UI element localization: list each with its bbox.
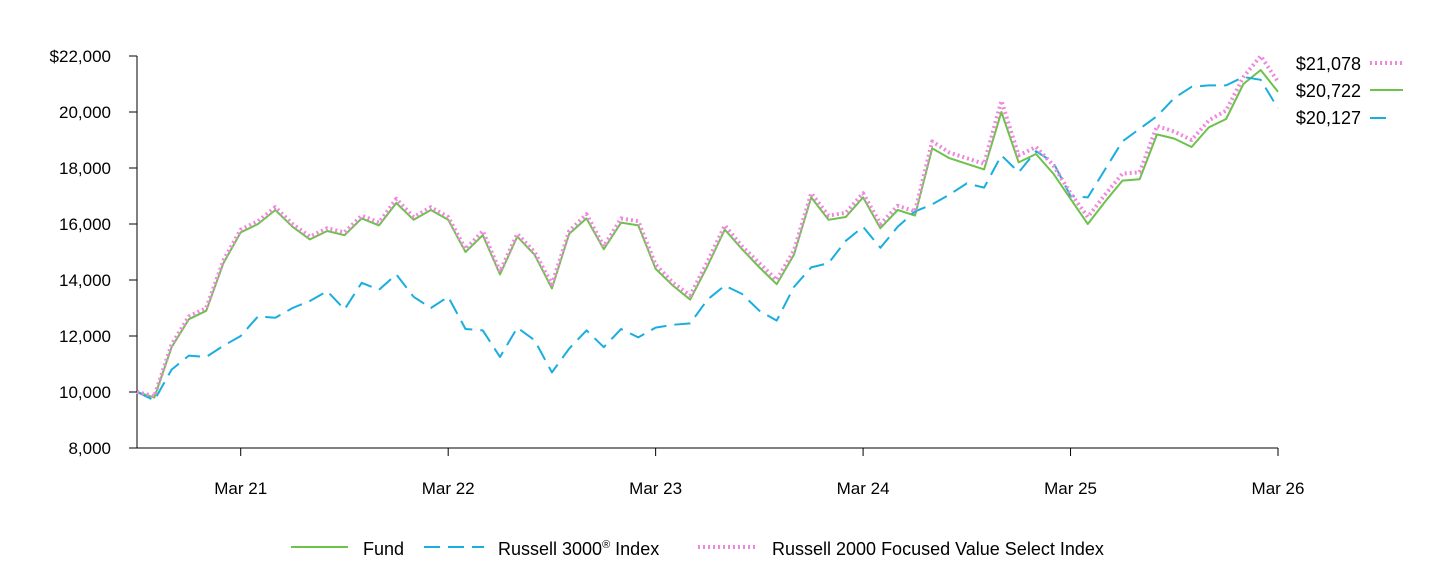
legend: Fund Russell 3000® Index Russell 2000 Fo… xyxy=(291,539,1104,559)
y-tick-label: 16,000 xyxy=(59,215,111,234)
legend-label-russell2000: Russell 2000 Focused Value Select Index xyxy=(772,539,1104,559)
y-tick-label: $22,000 xyxy=(50,47,111,66)
legend-russell3000-sup: ® xyxy=(602,539,610,551)
legend-russell3000-suffix: Index xyxy=(610,539,659,559)
y-tick-label: 10,000 xyxy=(59,383,111,402)
y-tick-label: 12,000 xyxy=(59,327,111,346)
legend-label-fund: Fund xyxy=(363,539,404,559)
x-tick-label: Mar 26 xyxy=(1252,479,1305,498)
end-label-fund: $20,722 xyxy=(1296,81,1361,101)
end-labels: $21,078 $20,722 $20,127 xyxy=(1296,54,1403,128)
end-label-russell3000: $20,127 xyxy=(1296,108,1361,128)
legend-label-russell3000: Russell 3000® Index xyxy=(498,539,659,559)
x-tick-label: Mar 21 xyxy=(214,479,267,498)
y-tick-label: 18,000 xyxy=(59,159,111,178)
series-line-russell2000 xyxy=(136,54,1280,399)
x-tick-label: Mar 23 xyxy=(629,479,682,498)
series-layer xyxy=(136,54,1280,402)
x-tick-label: Mar 22 xyxy=(422,479,475,498)
series-line-russell3000 xyxy=(136,76,1279,402)
y-tick-label: 14,000 xyxy=(59,271,111,290)
legend-russell3000-prefix: Russell 3000 xyxy=(498,539,602,559)
y-tick-label: 8,000 xyxy=(68,439,111,458)
y-tick-label: 20,000 xyxy=(59,103,111,122)
x-tick-label: Mar 24 xyxy=(837,479,890,498)
axes: $22,000 20,000 18,000 16,000 14,000 12,000 10,… xyxy=(50,47,1305,498)
end-label-russell2000: $21,078 xyxy=(1296,54,1361,74)
series-line-fund xyxy=(136,69,1279,399)
x-tick-label: Mar 25 xyxy=(1044,479,1097,498)
